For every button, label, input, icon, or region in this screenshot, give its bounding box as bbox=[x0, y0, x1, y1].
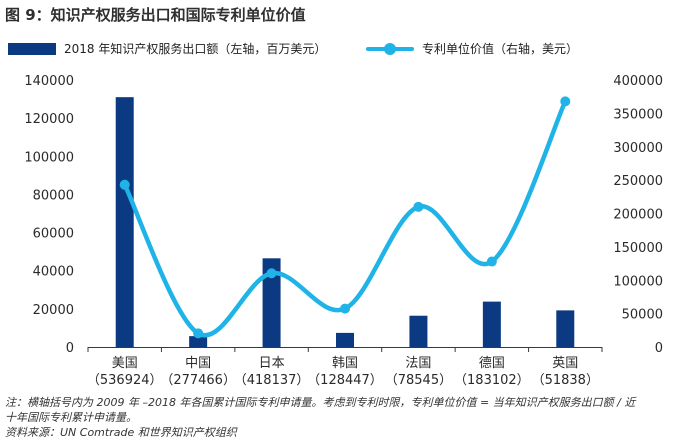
y-right-tick-label: 0 bbox=[655, 341, 663, 356]
x-category-sublabel: （51838） bbox=[532, 373, 599, 388]
bar-exports bbox=[409, 315, 428, 347]
point-unit-value bbox=[560, 96, 571, 107]
legend-item-unit-value: 专利单位价值（右轴，美元） bbox=[366, 40, 578, 57]
x-category-sublabel: （277466） bbox=[160, 373, 236, 388]
x-category-label: 中国 bbox=[185, 356, 211, 371]
y-left-tick-label: 60000 bbox=[33, 227, 74, 242]
y-right-tick-label: 200000 bbox=[613, 208, 663, 223]
line-unit-value bbox=[122, 99, 568, 338]
point-unit-value bbox=[413, 201, 424, 212]
y-left-tick-label: 100000 bbox=[24, 150, 74, 165]
point-unit-value bbox=[340, 303, 350, 314]
bar-exports bbox=[482, 301, 501, 347]
y-left-tick-label: 40000 bbox=[33, 265, 74, 280]
chart-plot: 0 20000 40000 60000 80000 100000 120000 140000 0… bbox=[24, 74, 663, 388]
y-left-tick-label: 0 bbox=[66, 341, 74, 356]
x-category-label: 英国 bbox=[552, 356, 578, 371]
point-unit-value bbox=[119, 179, 130, 190]
bar-exports bbox=[115, 97, 134, 348]
y-right-tick-label: 100000 bbox=[613, 274, 663, 289]
legend: 2018 年知识产权服务出口额（左轴，百万美元） 专利单位价值（右轴，美元） bbox=[0, 40, 700, 58]
y-left-tick-label: 80000 bbox=[33, 188, 74, 203]
y-right-tick-label: 400000 bbox=[613, 74, 663, 89]
x-category-sublabel: （183102） bbox=[454, 373, 530, 388]
y-right-tick-label: 350000 bbox=[613, 107, 663, 122]
x-category-sublabel: （78545） bbox=[385, 373, 452, 388]
point-unit-value bbox=[193, 328, 204, 339]
source-note: 资料来源：UN Comtrade 和世界知识产权组织 bbox=[5, 426, 237, 439]
x-category-sublabel: （128447） bbox=[307, 373, 383, 388]
y-right-tick-label: 50000 bbox=[622, 308, 663, 323]
chart-title: 图 9：知识产权服务出口和国际专利单位价值 bbox=[5, 6, 306, 24]
bar-exports bbox=[556, 310, 575, 347]
x-category-label: 美国 bbox=[112, 356, 138, 371]
legend-label-unit-value: 专利单位价值（右轴，美元） bbox=[422, 42, 579, 56]
x-category-label: 法国 bbox=[405, 356, 431, 371]
x-category-sublabel: （536924） bbox=[87, 373, 163, 388]
legend-label-exports: 2018 年知识产权服务出口额（左轴，百万美元） bbox=[64, 42, 327, 56]
y-left-tick-label: 120000 bbox=[24, 112, 74, 127]
x-category-label: 德国 bbox=[479, 356, 505, 371]
y-right-tick-label: 300000 bbox=[613, 141, 663, 156]
x-category-label: 韩国 bbox=[332, 356, 358, 371]
legend-line-swatch bbox=[366, 42, 414, 55]
footnote-line-2: 十年国际专利累计申请量。 bbox=[5, 411, 137, 424]
y-left-tick-label: 140000 bbox=[24, 74, 74, 89]
x-category-label: 日本 bbox=[259, 356, 285, 371]
point-unit-value bbox=[266, 268, 277, 279]
footnote-line-1: 注：横轴括号内为 2009 年 –2018 年各国累计国际专利申请量。考虑到专利… bbox=[5, 396, 636, 409]
bar-exports bbox=[262, 258, 281, 347]
legend-item-exports: 2018 年知识产权服务出口额（左轴，百万美元） bbox=[8, 40, 326, 57]
y-right-tick-label: 150000 bbox=[613, 241, 663, 256]
x-category-sublabel: （418137） bbox=[234, 373, 310, 388]
bar-exports bbox=[336, 332, 354, 347]
legend-bar-swatch bbox=[8, 42, 56, 55]
point-unit-value bbox=[486, 256, 497, 267]
bar-exports bbox=[189, 336, 208, 347]
y-right-tick-label: 250000 bbox=[613, 174, 663, 189]
y-left-tick-label: 20000 bbox=[33, 303, 74, 318]
